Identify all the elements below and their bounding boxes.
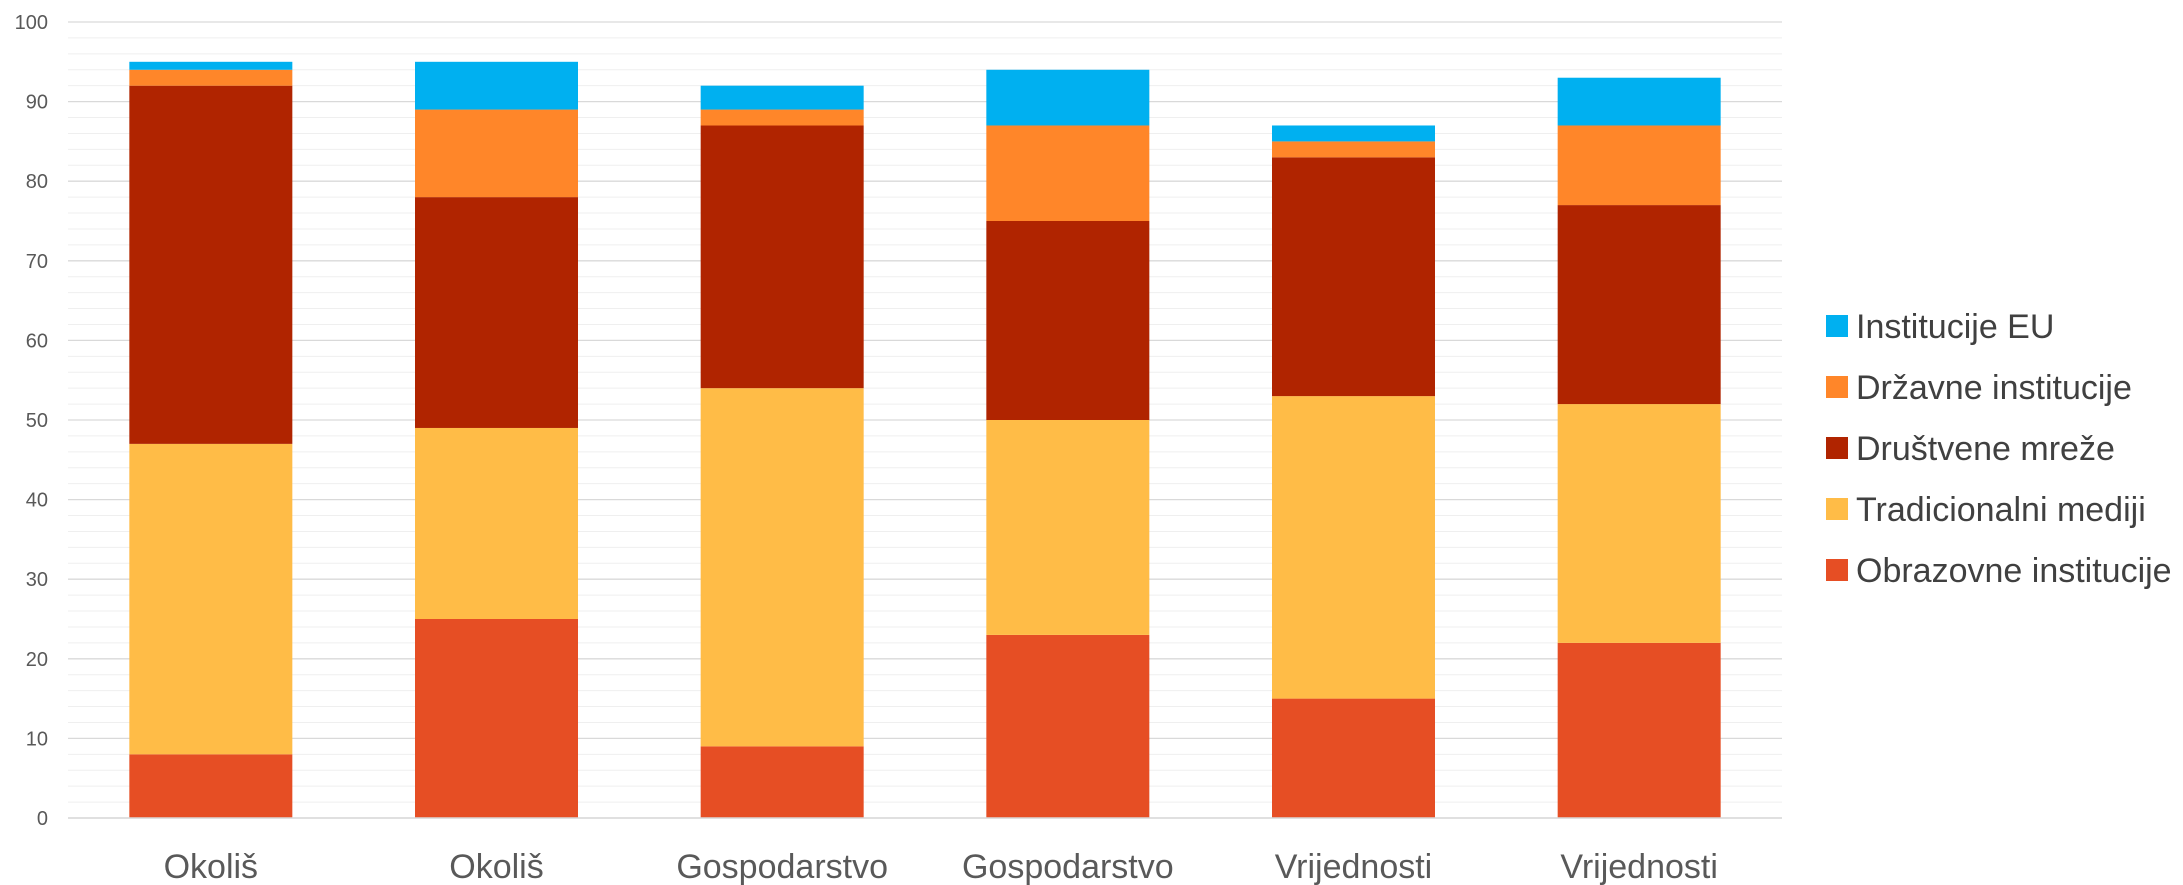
bar-segment <box>1557 125 1721 206</box>
bar-segment <box>129 69 293 86</box>
x-axis: Okoliš Okoliš Gospodarstvo Gospodarstvo Vrij… <box>164 848 1718 885</box>
bar-segment <box>415 427 578 619</box>
bar-segment <box>1272 698 1435 818</box>
bar-segment <box>415 109 578 198</box>
bar-segment <box>1272 141 1435 158</box>
x-tick-label: Gospodarstvo <box>676 848 888 885</box>
legend-swatch <box>1826 437 1848 459</box>
y-tick-label: 30 <box>26 569 48 591</box>
bar-segment <box>1272 157 1435 397</box>
bar-segment <box>1557 77 1721 126</box>
bar-segment <box>129 61 293 70</box>
bar-segment <box>129 443 293 755</box>
y-tick-label: 50 <box>26 410 48 432</box>
gridlines <box>68 21 1782 819</box>
legend-swatch <box>1826 315 1848 337</box>
bar-segment <box>1272 125 1435 142</box>
bar-segment <box>415 61 578 110</box>
bar-segment <box>700 85 864 110</box>
bar-segment <box>986 634 1150 818</box>
x-tick-label: Vrijednosti <box>1275 848 1432 885</box>
bars <box>129 61 1721 818</box>
x-tick-label: Gospodarstvo <box>962 848 1174 885</box>
bar-segment <box>700 746 864 818</box>
x-tick-label: Okoliš <box>449 848 543 885</box>
y-tick-label: 60 <box>26 330 48 352</box>
legend-swatch <box>1826 559 1848 581</box>
y-tick-label: 10 <box>26 728 48 750</box>
y-tick-label: 0 <box>37 808 48 830</box>
bar-segment <box>415 619 578 818</box>
y-axis: 0 10 20 30 40 50 60 70 80 90 100 <box>15 12 48 830</box>
y-tick-label: 90 <box>26 92 48 114</box>
legend: Institucije EU Državne institucije Društve… <box>1826 308 2172 590</box>
x-tick-label: Okoliš <box>164 848 258 885</box>
bar-segment <box>986 420 1150 635</box>
bar-segment <box>415 197 578 428</box>
bar-segment <box>986 69 1150 126</box>
y-tick-label: 40 <box>26 490 48 512</box>
legend-label: Državne institucije <box>1856 369 2132 407</box>
legend-swatch <box>1826 376 1848 398</box>
bar-segment <box>129 85 293 444</box>
bar-segment <box>1557 205 1721 405</box>
bar-segment <box>1557 642 1721 818</box>
legend-label: Društvene mreže <box>1856 430 2115 468</box>
bar-segment <box>700 125 864 389</box>
legend-label: Obrazovne institucije <box>1856 552 2172 590</box>
bar-segment <box>1557 404 1721 643</box>
y-tick-label: 20 <box>26 649 48 671</box>
bar-segment <box>700 388 864 747</box>
legend-label: Tradicionalni mediji <box>1856 491 2146 529</box>
y-tick-label: 70 <box>26 251 48 273</box>
bar-segment <box>129 754 293 818</box>
legend-label: Institucije EU <box>1856 308 2054 346</box>
y-tick-label: 80 <box>26 171 48 193</box>
y-tick-label: 100 <box>15 12 48 34</box>
bar-segment <box>700 109 864 126</box>
bar-segment <box>986 125 1150 221</box>
x-tick-label: Vrijednosti <box>1560 848 1717 885</box>
legend-swatch <box>1826 498 1848 520</box>
bar-segment <box>1272 396 1435 699</box>
bar-segment <box>986 221 1150 420</box>
